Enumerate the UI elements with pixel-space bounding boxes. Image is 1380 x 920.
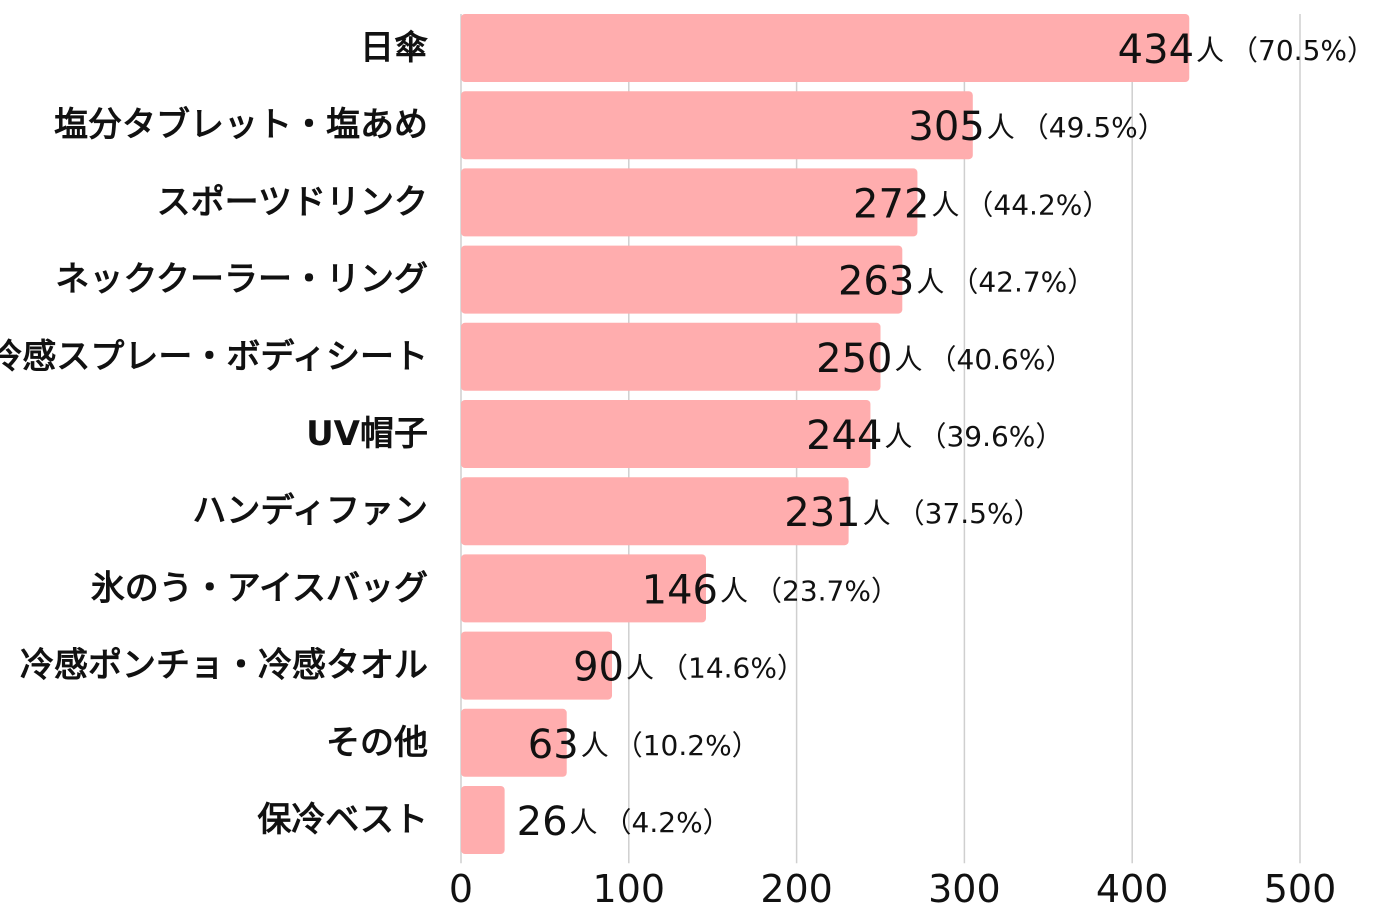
value-label: 263人 （42.7%） (838, 259, 1095, 305)
bar-2 (461, 168, 918, 237)
value-unit: 人 (1196, 34, 1224, 67)
value-label: 26人 （4.2%） (517, 799, 731, 845)
category-label: ハンディファン (192, 491, 428, 531)
category-label: 冷感ポンチョ・冷感タオル (20, 646, 428, 686)
bar-8 (461, 631, 613, 700)
value-percent: （70.5%） (1230, 34, 1375, 67)
value-unit: 人 (916, 265, 944, 298)
bar-9 (461, 708, 567, 777)
category-label: 塩分タブレット・塩あめ (54, 105, 428, 145)
bar-0 (461, 14, 1190, 82)
value-unit: 人 (570, 806, 598, 839)
value-percent: （4.2%） (604, 806, 731, 839)
category-label: ネッククーラー・リング (55, 260, 428, 300)
x-tick-label: 100 (593, 867, 666, 911)
category-label: 保冷ベスト (257, 800, 428, 840)
value-number: 305 (908, 104, 984, 150)
x-axis-ticks: 0 100 200 300 400 500 (449, 867, 1336, 911)
value-number: 250 (816, 336, 892, 382)
x-tick-label: 200 (760, 867, 833, 911)
value-label: 305人 （49.5%） (908, 104, 1165, 150)
value-unit: 人 (931, 188, 959, 221)
bar-7 (461, 554, 706, 623)
value-label: 272人 （44.2%） (853, 181, 1110, 227)
value-unit: 人 (581, 728, 609, 761)
value-label: 250人 （40.6%） (816, 336, 1073, 382)
bar-6 (461, 477, 849, 546)
value-percent: （37.5%） (897, 497, 1042, 530)
value-label: 434人 （70.5%） (1118, 27, 1375, 73)
category-label: UV帽子 (306, 414, 428, 454)
value-number: 263 (838, 259, 914, 305)
value-label: 244人 （39.6%） (806, 413, 1063, 459)
x-tick-label: 400 (1096, 867, 1169, 911)
value-label: 90人 （14.6%） (573, 645, 805, 691)
x-tick-label: 300 (928, 867, 1001, 911)
value-number: 434 (1118, 27, 1194, 73)
value-unit: 人 (720, 574, 748, 607)
value-unit: 人 (626, 651, 654, 684)
bar-3 (461, 245, 903, 314)
category-label: 冷感スプレー・ボディシート (0, 337, 428, 377)
value-percent: （40.6%） (929, 342, 1074, 375)
category-label: その他 (326, 723, 428, 763)
value-label: 146人 （23.7%） (642, 567, 899, 613)
value-unit: 人 (895, 342, 923, 375)
x-tick-label: 0 (449, 867, 473, 911)
value-number: 244 (806, 413, 882, 459)
value-percent: （39.6%） (918, 420, 1063, 453)
value-number: 63 (528, 722, 579, 768)
value-label: 231人 （37.5%） (784, 490, 1041, 536)
category-labels: 日傘塩分タブレット・塩あめスポーツドリンクネッククーラー・リング冷感スプレー・ボ… (0, 28, 428, 840)
value-percent: （42.7%） (950, 265, 1095, 298)
bar-10 (461, 786, 505, 854)
value-labels: 434人 （70.5%）305人 （49.5%）272人 （44.2%）263人 （42… (517, 27, 1375, 845)
value-percent: （23.7%） (754, 574, 899, 607)
bars (461, 14, 1190, 854)
value-percent: （49.5%） (1021, 111, 1166, 144)
bar-5 (461, 400, 871, 468)
value-unit: 人 (884, 420, 912, 453)
x-tick-label: 500 (1264, 867, 1337, 911)
category-label: 氷のう・アイスバッグ (91, 568, 428, 608)
value-number: 26 (517, 799, 568, 845)
category-label: 日傘 (360, 28, 428, 68)
value-percent: （14.6%） (660, 651, 805, 684)
value-percent: （44.2%） (965, 188, 1110, 221)
value-percent: （10.2%） (615, 728, 760, 761)
bar-1 (461, 91, 973, 160)
value-number: 272 (853, 181, 929, 227)
value-number: 90 (573, 645, 624, 691)
category-label: スポーツドリンク (157, 182, 428, 222)
value-number: 231 (784, 490, 860, 536)
value-label: 63人 （10.2%） (528, 722, 760, 768)
value-unit: 人 (987, 111, 1015, 144)
value-number: 146 (642, 567, 718, 613)
bar-4 (461, 322, 881, 391)
value-unit: 人 (863, 497, 891, 530)
